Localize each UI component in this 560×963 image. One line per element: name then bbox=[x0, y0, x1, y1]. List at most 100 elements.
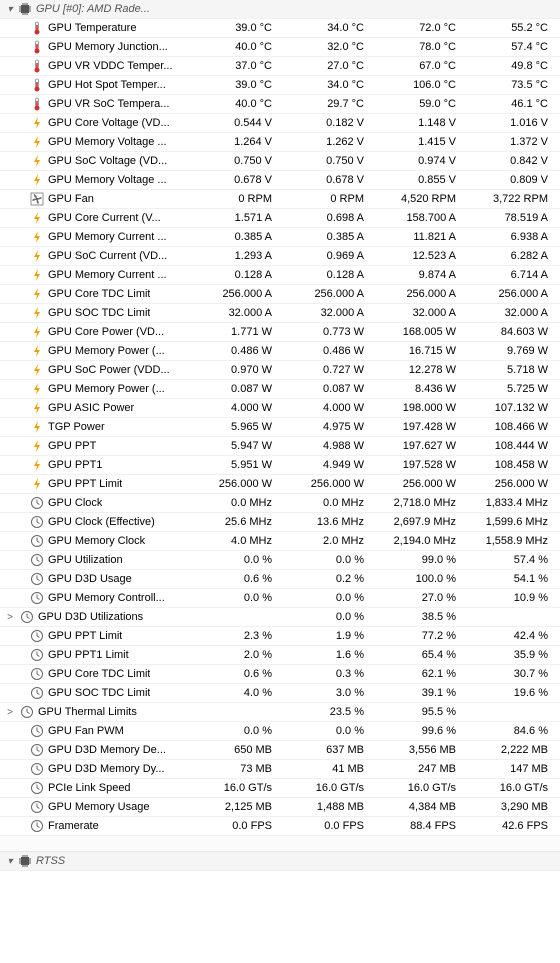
sensor-value-col1: 1,488 MB bbox=[282, 801, 374, 813]
sensor-row[interactable]: GPU ASIC Power4.000 W4.000 W198.000 W107… bbox=[0, 399, 560, 418]
sensor-row[interactable]: GPU Temperature39.0 °C34.0 °C72.0 °C55.2… bbox=[0, 19, 560, 38]
sensor-value-col3: 49.8 °C bbox=[466, 60, 558, 72]
sensor-value-col3: 256.000 W bbox=[466, 478, 558, 490]
sensor-row[interactable]: GPU Memory Clock4.0 MHz2.0 MHz2,194.0 MH… bbox=[0, 532, 560, 551]
sensor-value-col0: 25.6 MHz bbox=[190, 516, 282, 528]
sensor-row[interactable]: GPU Memory Voltage ...1.264 V1.262 V1.41… bbox=[0, 133, 560, 152]
rtss-header-row[interactable]: ▾ RTSS bbox=[0, 852, 560, 871]
sensor-value-col2: 256.000 A bbox=[374, 288, 466, 300]
sensor-row[interactable]: GPU Core Current (V...1.571 A0.698 A158.… bbox=[0, 209, 560, 228]
sensor-value-col3: 84.603 W bbox=[466, 326, 558, 338]
sensor-row[interactable]: Framerate0.0 FPS0.0 FPS88.4 FPS42.6 FPS bbox=[0, 817, 560, 836]
gpu-header-row[interactable]: ▾ GPU [#0]: AMD Rade... bbox=[0, 0, 560, 19]
sensor-row[interactable]: GPU Fan0 RPM0 RPM4,520 RPM3,722 RPM bbox=[0, 190, 560, 209]
sensor-value-col3: 73.5 °C bbox=[466, 79, 558, 91]
sensor-value-col1: 23.5 % bbox=[282, 706, 374, 718]
volt-icon bbox=[30, 116, 44, 130]
sensor-label: Framerate bbox=[48, 820, 99, 832]
expand-icon[interactable]: ▾ bbox=[4, 4, 16, 15]
sensor-value-col1: 4.000 W bbox=[282, 402, 374, 414]
sensor-value-col0: 4.000 W bbox=[190, 402, 282, 414]
sensor-value-col0: 5.951 W bbox=[190, 459, 282, 471]
sensor-value-col2: 38.5 % bbox=[374, 611, 466, 623]
sensor-row[interactable]: GPU Memory Current ...0.128 A0.128 A9.87… bbox=[0, 266, 560, 285]
sensor-value-col3: 78.519 A bbox=[466, 212, 558, 224]
sensor-row[interactable]: GPU Hot Spot Temper...39.0 °C34.0 °C106.… bbox=[0, 76, 560, 95]
sensor-value-col0: 0.0 MHz bbox=[190, 497, 282, 509]
clock-icon bbox=[30, 762, 44, 776]
sensor-value-col1: 0.0 MHz bbox=[282, 497, 374, 509]
clock-icon bbox=[30, 553, 44, 567]
sensor-row[interactable]: GPU Memory Power (...0.087 W0.087 W8.436… bbox=[0, 380, 560, 399]
sensor-row[interactable]: GPU SoC Current (VD...1.293 A0.969 A12.5… bbox=[0, 247, 560, 266]
sensor-row[interactable]: GPU SoC Voltage (VD...0.750 V0.750 V0.97… bbox=[0, 152, 560, 171]
sensor-value-col0: 0.750 V bbox=[190, 155, 282, 167]
sensor-row[interactable]: GPU Memory Voltage ...0.678 V0.678 V0.85… bbox=[0, 171, 560, 190]
sensor-row[interactable]: GPU PPT Limit2.3 %1.9 %77.2 %42.4 % bbox=[0, 627, 560, 646]
sensor-row[interactable]: GPU PPT15.951 W4.949 W197.528 W108.458 W bbox=[0, 456, 560, 475]
sensor-row[interactable]: GPU Clock (Effective)25.6 MHz13.6 MHz2,6… bbox=[0, 513, 560, 532]
sensor-value-col2: 1.415 V bbox=[374, 136, 466, 148]
sensor-row[interactable]: GPU PPT5.947 W4.988 W197.627 W108.444 W bbox=[0, 437, 560, 456]
sensor-row[interactable]: GPU D3D Memory De...650 MB637 MB3,556 MB… bbox=[0, 741, 560, 760]
sensor-value-col3: 107.132 W bbox=[466, 402, 558, 414]
sensor-row[interactable]: GPU VR SoC Tempera...40.0 °C29.7 °C59.0 … bbox=[0, 95, 560, 114]
sensor-value-col1: 0 RPM bbox=[282, 193, 374, 205]
volt-icon bbox=[30, 420, 44, 434]
sensor-row[interactable]: GPU SoC Power (VDD...0.970 W0.727 W12.27… bbox=[0, 361, 560, 380]
sensor-row[interactable]: >GPU D3D Utilizations0.0 %38.5 % bbox=[0, 608, 560, 627]
sensor-row[interactable]: GPU Memory Power (...0.486 W0.486 W16.71… bbox=[0, 342, 560, 361]
sensor-value-col1: 0.0 % bbox=[282, 592, 374, 604]
clock-icon bbox=[30, 496, 44, 510]
sensor-value-col2: 9.874 A bbox=[374, 269, 466, 281]
sensor-row[interactable]: GPU D3D Memory Dy...73 MB41 MB247 MB147 … bbox=[0, 760, 560, 779]
sensor-row[interactable]: GPU D3D Usage0.6 %0.2 %100.0 %54.1 % bbox=[0, 570, 560, 589]
sensor-row[interactable]: GPU Core TDC Limit256.000 A256.000 A256.… bbox=[0, 285, 560, 304]
sensor-value-col1: 0.773 W bbox=[282, 326, 374, 338]
sensor-row[interactable]: GPU Clock0.0 MHz0.0 MHz2,718.0 MHz1,833.… bbox=[0, 494, 560, 513]
sensor-value-col3: 0.809 V bbox=[466, 174, 558, 186]
sensor-row[interactable]: GPU Fan PWM0.0 %0.0 %99.6 %84.6 % bbox=[0, 722, 560, 741]
sensor-row[interactable]: GPU VR VDDC Temper...37.0 °C27.0 °C67.0 … bbox=[0, 57, 560, 76]
sensor-label: GPU Core Voltage (VD... bbox=[48, 117, 170, 129]
sensor-value-col1: 0.0 % bbox=[282, 554, 374, 566]
volt-icon bbox=[30, 439, 44, 453]
sensor-row[interactable]: GPU SOC TDC Limit32.000 A32.000 A32.000 … bbox=[0, 304, 560, 323]
expand-icon[interactable]: > bbox=[4, 612, 16, 623]
volt-icon bbox=[30, 458, 44, 472]
sensor-value-col3: 30.7 % bbox=[466, 668, 558, 680]
sensor-value-col3: 6.714 A bbox=[466, 269, 558, 281]
sensor-row[interactable]: GPU Memory Current ...0.385 A0.385 A11.8… bbox=[0, 228, 560, 247]
sensor-label: GPU PPT bbox=[48, 440, 96, 452]
sensor-row[interactable]: GPU PPT1 Limit2.0 %1.6 %65.4 %35.9 % bbox=[0, 646, 560, 665]
sensor-label: GPU Memory Clock bbox=[48, 535, 145, 547]
sensor-row[interactable]: TGP Power5.965 W4.975 W197.428 W108.466 … bbox=[0, 418, 560, 437]
sensor-value-col2: 168.005 W bbox=[374, 326, 466, 338]
sensor-row[interactable]: GPU SOC TDC Limit4.0 %3.0 %39.1 %19.6 % bbox=[0, 684, 560, 703]
sensor-value-col3: 16.0 GT/s bbox=[466, 782, 558, 794]
sensor-label: GPU PPT Limit bbox=[48, 478, 122, 490]
sensor-value-col1: 0.3 % bbox=[282, 668, 374, 680]
sensor-row[interactable]: GPU Memory Controll...0.0 %0.0 %27.0 %10… bbox=[0, 589, 560, 608]
clock-icon bbox=[20, 610, 34, 624]
volt-icon bbox=[30, 268, 44, 282]
sensor-value-col1: 0.2 % bbox=[282, 573, 374, 585]
expand-icon[interactable]: > bbox=[4, 707, 16, 718]
sensor-row[interactable]: GPU Core Power (VD...1.771 W0.773 W168.0… bbox=[0, 323, 560, 342]
sensor-row[interactable]: PCIe Link Speed16.0 GT/s16.0 GT/s16.0 GT… bbox=[0, 779, 560, 798]
clock-icon bbox=[30, 534, 44, 548]
sensor-row[interactable]: GPU PPT Limit256.000 W256.000 W256.000 W… bbox=[0, 475, 560, 494]
expand-icon[interactable]: ▾ bbox=[4, 856, 16, 867]
volt-icon bbox=[30, 287, 44, 301]
sensor-row[interactable]: GPU Memory Usage2,125 MB1,488 MB4,384 MB… bbox=[0, 798, 560, 817]
sensor-row[interactable]: GPU Utilization0.0 %0.0 %99.0 %57.4 % bbox=[0, 551, 560, 570]
sensor-row[interactable]: GPU Memory Junction...40.0 °C32.0 °C78.0… bbox=[0, 38, 560, 57]
sensor-value-col0: 0.0 % bbox=[190, 725, 282, 737]
sensor-row[interactable]: GPU Core Voltage (VD...0.544 V0.182 V1.1… bbox=[0, 114, 560, 133]
sensor-value-col3: 19.6 % bbox=[466, 687, 558, 699]
sensor-row[interactable]: >GPU Thermal Limits23.5 %95.5 % bbox=[0, 703, 560, 722]
sensor-value-col0: 0.970 W bbox=[190, 364, 282, 376]
gpu-header-label: GPU [#0]: AMD Rade... bbox=[36, 3, 150, 15]
sensor-row[interactable]: GPU Core TDC Limit0.6 %0.3 %62.1 %30.7 % bbox=[0, 665, 560, 684]
sensor-value-col2: 106.0 °C bbox=[374, 79, 466, 91]
